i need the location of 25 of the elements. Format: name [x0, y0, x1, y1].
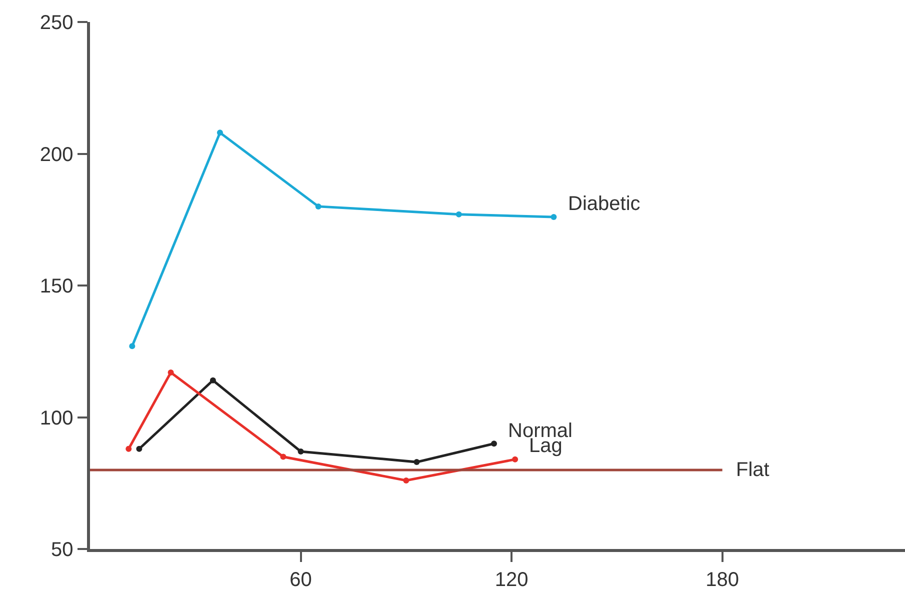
point	[129, 343, 136, 350]
point	[550, 214, 557, 220]
y-tick-label: 150	[40, 276, 74, 298]
point	[414, 459, 420, 466]
y-tick-label: 100	[40, 407, 74, 430]
y-tick-label: 50	[51, 539, 74, 561]
point	[490, 440, 497, 447]
point	[210, 377, 216, 384]
point	[315, 203, 322, 210]
x-tick-label: 120	[494, 568, 528, 591]
point	[280, 454, 286, 460]
point	[456, 211, 462, 218]
point	[126, 446, 132, 452]
y-tick-label: 250	[40, 12, 74, 34]
series-label: Flat	[736, 459, 770, 481]
point	[403, 477, 410, 484]
point	[512, 456, 518, 462]
x-tick-label: 180	[706, 568, 740, 591]
point	[168, 369, 174, 376]
point	[136, 446, 142, 452]
point	[216, 130, 223, 136]
x-tick-label: 60	[290, 568, 312, 591]
y-tick-label: 200	[40, 144, 74, 166]
series-label: Diabetic	[568, 193, 640, 215]
point	[298, 448, 304, 455]
